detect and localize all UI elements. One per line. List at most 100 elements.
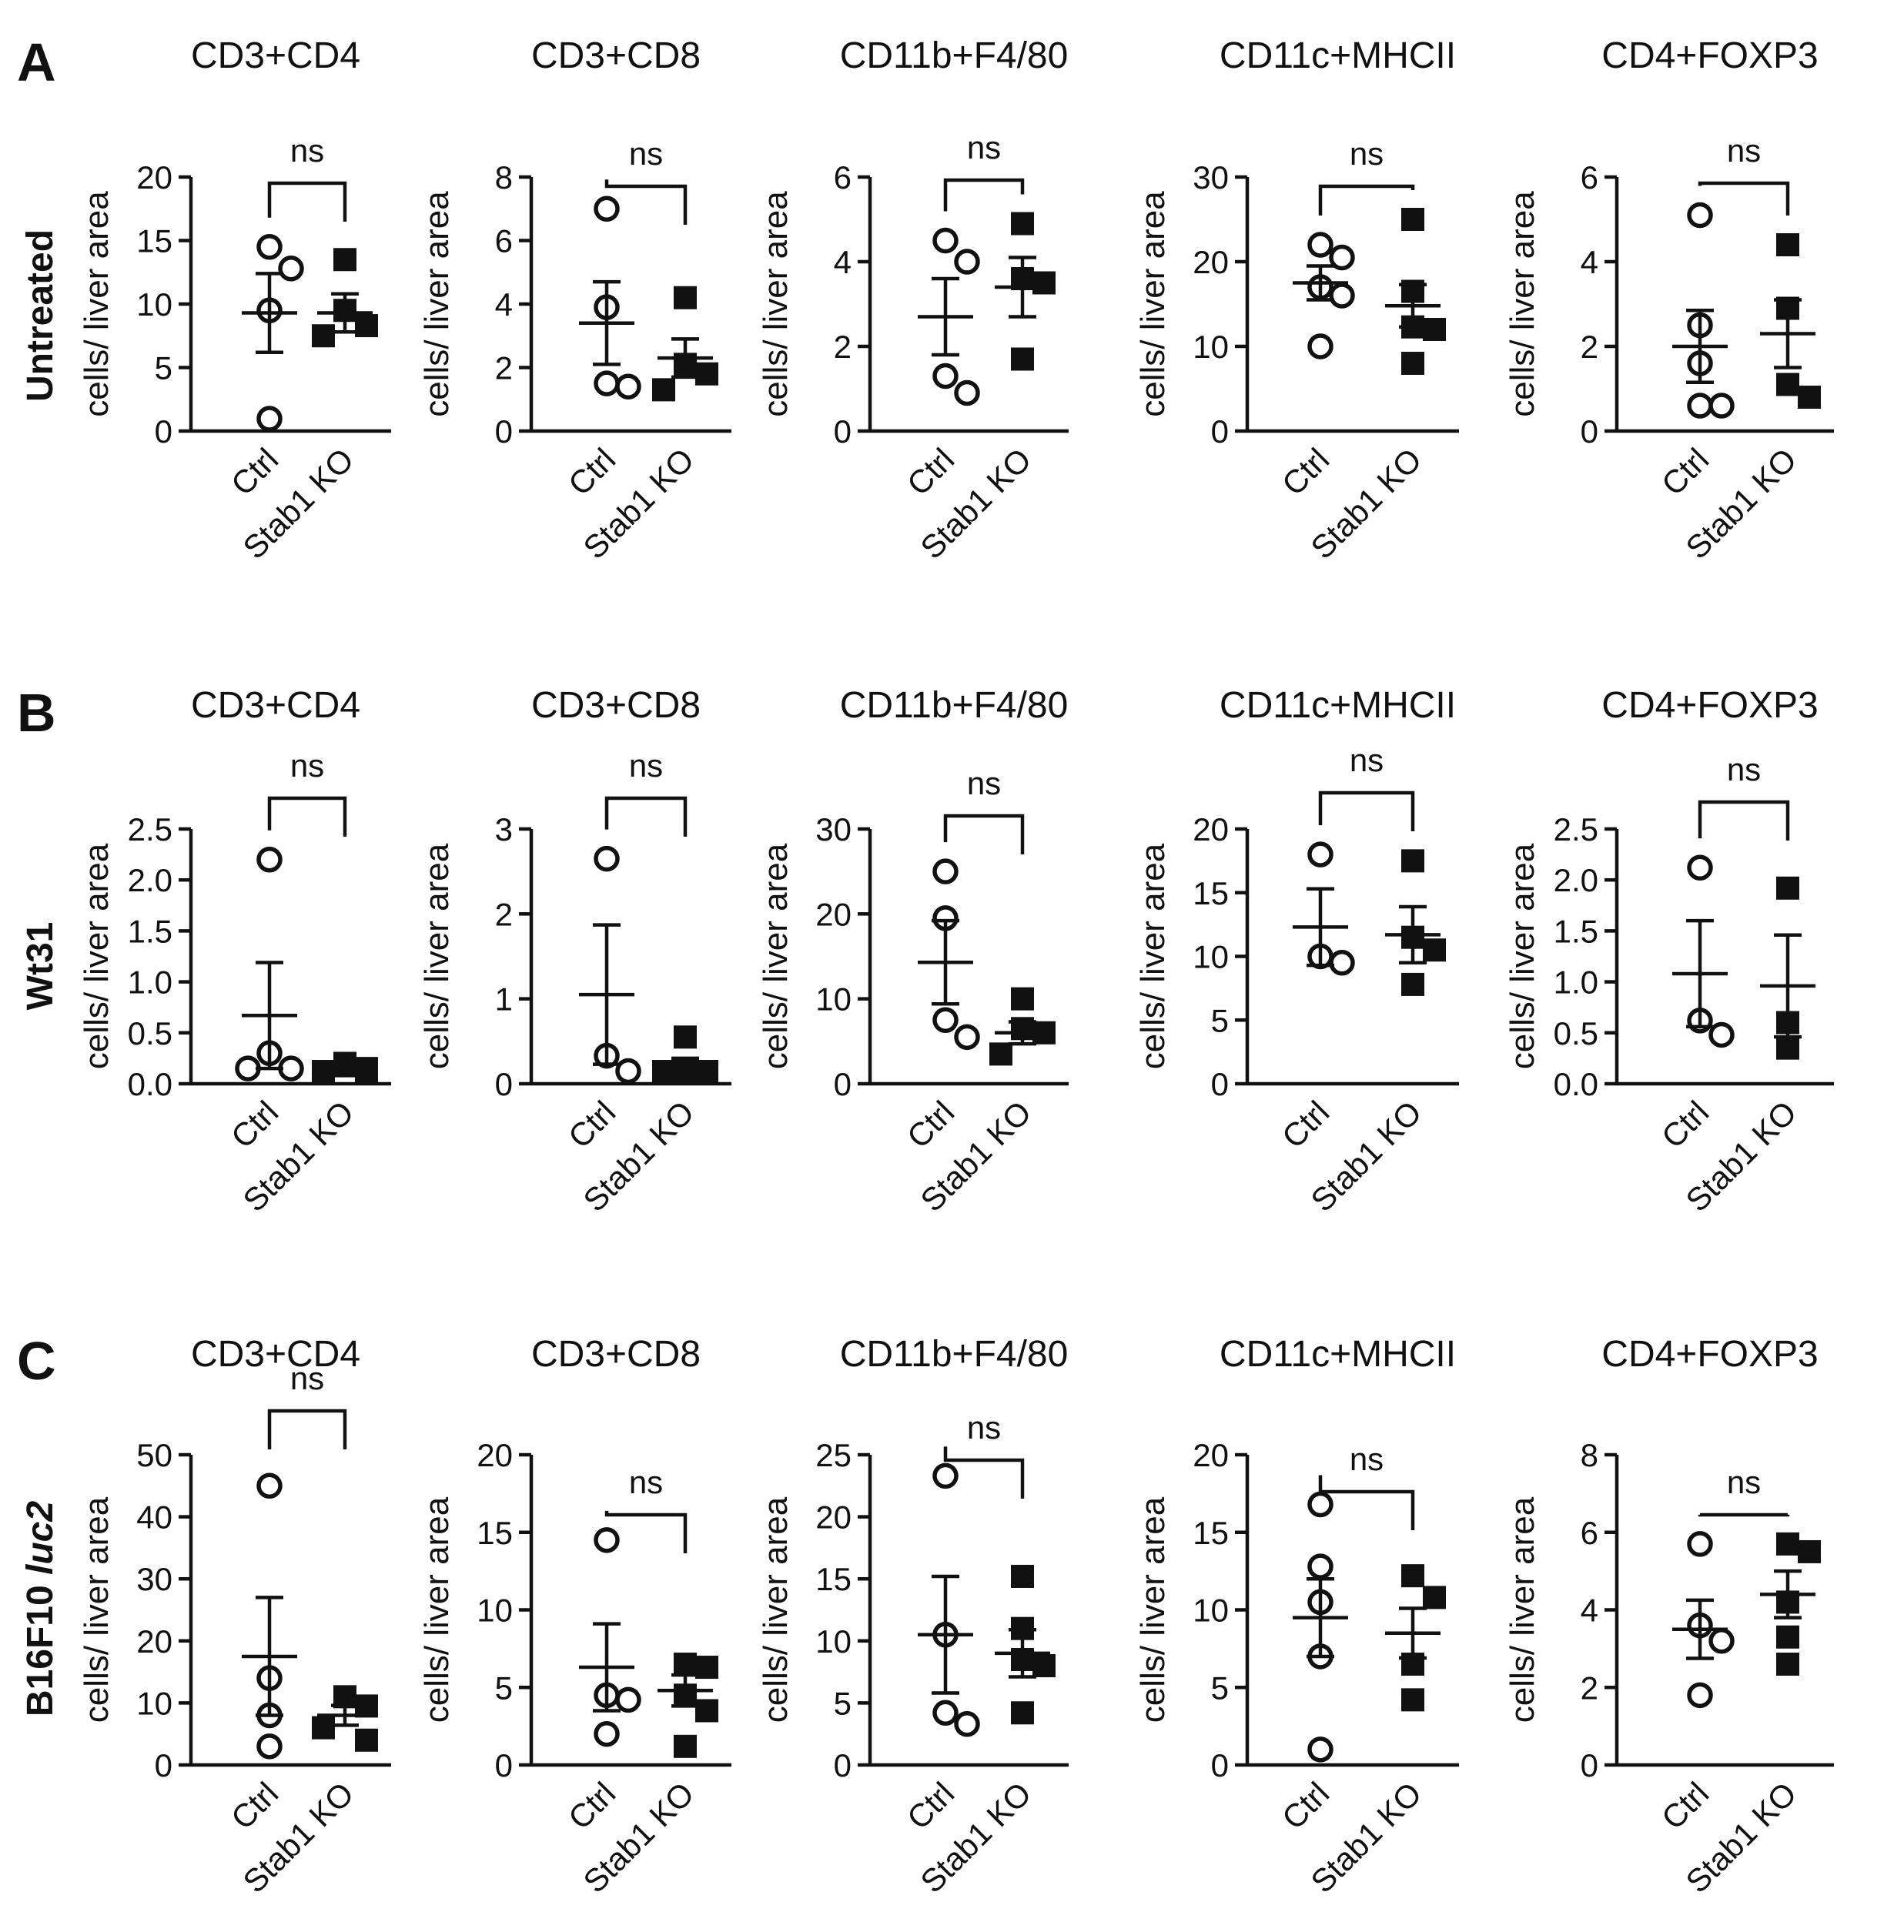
x-category-label: Ctrl <box>1655 1094 1715 1155</box>
y-axis-label: cells/ liver area <box>418 1496 456 1723</box>
y-tick-label: 20 <box>477 1437 513 1473</box>
y-tick-label: 0 <box>155 1747 172 1783</box>
y-tick-label: 0 <box>495 1066 513 1102</box>
significance-label: ns <box>1727 132 1761 169</box>
y-tick-label: 0 <box>155 413 172 450</box>
data-point-stab1-ko <box>1011 1701 1034 1725</box>
x-category-label: Ctrl <box>224 441 285 502</box>
y-axis-label: cells/ liver area <box>757 191 795 417</box>
y-tick-label: 1.5 <box>128 913 172 949</box>
data-point-stab1-ko <box>989 1042 1012 1066</box>
y-tick-label: 10 <box>1193 939 1229 975</box>
significance-bracket <box>1698 181 1790 216</box>
data-point-ctrl <box>932 227 959 254</box>
data-point-ctrl <box>256 234 283 260</box>
row-label-untreated: Untreated <box>20 229 61 402</box>
data-point-ctrl <box>1307 841 1333 867</box>
data-point-ctrl <box>256 846 283 873</box>
y-tick-label: 0.0 <box>128 1066 172 1102</box>
significance-bracket <box>943 814 1025 854</box>
y-tick-label: 2.0 <box>128 862 172 898</box>
y-tick-label: 0 <box>495 1747 513 1783</box>
significance-bracket <box>943 1446 1025 1499</box>
x-category-label: Ctrl <box>224 1094 285 1155</box>
row-labels: A B C Untreated Wt31 B16F10 luc2 <box>17 32 61 1716</box>
y-tick-label: 0.5 <box>128 1015 172 1051</box>
x-category-label: Ctrl <box>900 1775 961 1836</box>
data-point-ctrl <box>594 1720 620 1747</box>
y-axis-label: cells/ liver area <box>757 843 795 1069</box>
y-axis-label: cells/ liver area <box>1504 843 1541 1069</box>
data-point-ctrl <box>954 1024 980 1051</box>
y-tick-label: 15 <box>477 1515 513 1551</box>
y-tick-label: 0 <box>834 1066 852 1102</box>
data-point-ctrl <box>256 406 283 432</box>
x-category-label: Ctrl <box>224 1775 285 1836</box>
data-point-ctrl <box>1307 1553 1333 1579</box>
significance-label: ns <box>967 129 1001 165</box>
significance-label: ns <box>967 1409 1001 1446</box>
data-point-stab1-ko <box>1798 1539 1821 1563</box>
y-tick-label: 10 <box>136 1685 172 1721</box>
y-tick-label: 4 <box>1581 1593 1598 1629</box>
y-tick-label: 2.5 <box>1554 811 1598 847</box>
data-point-ctrl <box>1307 232 1333 258</box>
y-tick-label: 30 <box>1193 159 1229 196</box>
significance-bracket <box>267 181 347 222</box>
y-axis-label: cells/ liver area <box>418 843 456 1069</box>
y-tick-label: 0.5 <box>1554 1015 1598 1051</box>
y-axis-label: cells/ liver area <box>757 1496 795 1723</box>
y-tick-label: 2 <box>495 896 513 932</box>
y-axis-label: cells/ liver area <box>1134 843 1172 1069</box>
data-point-stab1-ko <box>1423 1586 1446 1609</box>
x-category-label: Ctrl <box>900 441 961 502</box>
data-point-ctrl <box>256 1472 283 1499</box>
panel-title: CD3+CD4 <box>191 685 360 726</box>
data-point-stab1-ko <box>674 1734 697 1758</box>
y-tick-label: 20 <box>1193 244 1229 280</box>
y-tick-label: 50 <box>136 1437 172 1473</box>
panel-title: CD11b+F4/80 <box>840 1334 1069 1375</box>
panel-title: CD11b+F4/80 <box>840 685 1069 726</box>
data-point-ctrl <box>615 1686 641 1713</box>
significance-bracket <box>267 1409 347 1449</box>
y-tick-label: 0 <box>1581 1747 1598 1783</box>
panel-title: CD4+FOXP3 <box>1601 1334 1818 1375</box>
y-tick-label: 15 <box>1193 1515 1229 1551</box>
y-tick-label: 4 <box>1581 244 1598 280</box>
y-tick-label: 6 <box>495 223 513 259</box>
row-label-b16f10: B16F10 luc2 <box>20 1501 61 1716</box>
y-tick-label: 15 <box>815 1561 852 1597</box>
y-tick-label: 20 <box>1193 811 1229 847</box>
panel-letter-B: B <box>17 683 56 743</box>
data-point-stab1-ko <box>1011 212 1034 236</box>
data-point-ctrl <box>954 379 980 406</box>
significance-label: ns <box>1727 1464 1761 1500</box>
y-tick-label: 2 <box>1581 1670 1598 1706</box>
data-point-stab1-ko <box>674 286 697 309</box>
y-tick-label: 20 <box>815 896 852 932</box>
y-tick-label: 10 <box>477 1593 513 1629</box>
significance-label: ns <box>629 135 663 172</box>
panel-title: CD4+FOXP3 <box>1601 685 1818 726</box>
data-point-stab1-ko <box>1776 876 1799 900</box>
data-point-stab1-ko <box>333 248 356 272</box>
panel-title: CD11b+F4/80 <box>840 35 1069 76</box>
data-point-stab1-ko <box>1776 233 1799 256</box>
data-point-ctrl <box>256 1733 283 1760</box>
y-tick-label: 15 <box>1193 875 1229 911</box>
x-category-label: Ctrl <box>1275 441 1336 502</box>
y-tick-label: 2 <box>495 350 513 386</box>
data-point-stab1-ko <box>1011 347 1034 371</box>
y-tick-label: 6 <box>1581 159 1598 196</box>
x-category-label: Ctrl <box>1655 441 1715 502</box>
y-axis-label: cells/ liver area <box>1504 191 1541 417</box>
data-point-stab1-ko <box>1032 1654 1056 1678</box>
y-tick-label: 20 <box>815 1499 852 1536</box>
